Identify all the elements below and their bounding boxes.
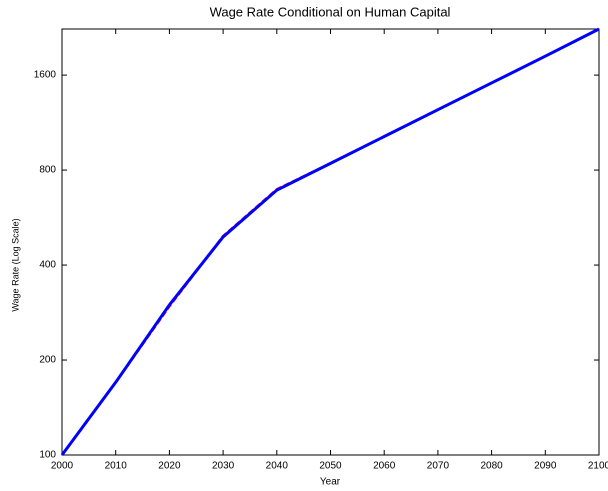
x-tick-label: 2100 — [588, 461, 608, 472]
x-tick-label: 2000 — [51, 461, 74, 472]
x-tick-label: 2070 — [427, 461, 450, 472]
y-tick-label: 800 — [39, 165, 56, 176]
line-series — [60, 27, 600, 456]
x-tick-label: 2090 — [534, 461, 557, 472]
plot-frame — [61, 28, 600, 456]
x-tick-label: 2010 — [105, 461, 128, 472]
y-tick-label: 200 — [39, 355, 56, 366]
y-tick-label: 400 — [39, 260, 56, 271]
x-tick-label: 2080 — [480, 461, 503, 472]
y-tick-label: 1600 — [34, 70, 57, 81]
x-tick-label: 2050 — [319, 461, 342, 472]
line-series — [60, 27, 600, 456]
chart-title: Wage Rate Conditional on Human Capital — [210, 4, 451, 19]
x-tick-label: 2060 — [373, 461, 396, 472]
x-tick-label: 2040 — [266, 461, 289, 472]
x-tick-label: 2020 — [158, 461, 181, 472]
y-axis-label: Wage Rate (Log Scale) — [10, 218, 20, 311]
x-tick-label: 2030 — [212, 461, 235, 472]
x-axis-label: Year — [320, 477, 341, 488]
y-tick-label: 100 — [39, 450, 56, 461]
